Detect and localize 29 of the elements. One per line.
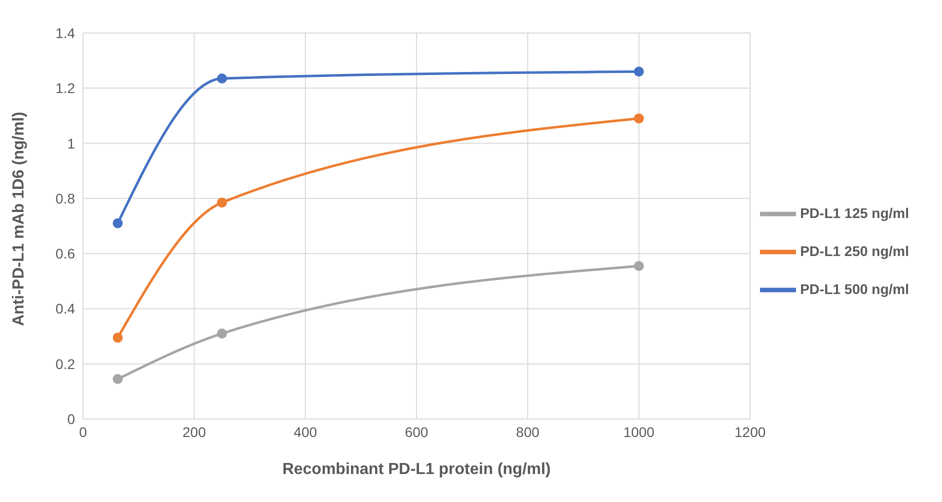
x-tick-label: 1000 [623, 424, 655, 440]
x-axis-title: Recombinant PD-L1 protein (ng/ml) [282, 461, 551, 478]
x-tick-label: 400 [294, 424, 318, 440]
point [112, 332, 123, 343]
y-tick-label: 0.6 [56, 246, 76, 262]
x-tick-label: 1200 [734, 424, 766, 440]
point [634, 113, 644, 124]
y-tick-label: 1.2 [56, 80, 76, 96]
x-tick-label: 800 [516, 424, 540, 440]
y-tick-label: 1 [67, 135, 76, 152]
legend-label: PD-L1 500 ng/ml [800, 281, 909, 298]
point [216, 73, 227, 84]
x-tick-label: 200 [182, 424, 206, 440]
y-tick-label: 0 [67, 410, 76, 427]
legend-label: PD-L1 250 ng/ml [800, 242, 909, 259]
point [216, 198, 227, 208]
y-tick-label: 0.4 [56, 300, 76, 317]
x-tick-label: 0 [79, 424, 88, 440]
legend-label: PD-L1 125 ng/ml [800, 204, 909, 221]
y-tick-label: 0.8 [56, 190, 76, 206]
point [634, 260, 644, 271]
point [112, 218, 123, 228]
y-axis-title: Anti-PD-L1 mAb 1D6 (ng/ml) [10, 112, 28, 326]
point [112, 374, 123, 384]
point [216, 328, 227, 339]
point [634, 66, 644, 77]
x-tick-label: 600 [404, 424, 428, 440]
y-tick-label: 0.2 [56, 356, 76, 372]
y-tick-label: 1.4 [56, 24, 76, 41]
